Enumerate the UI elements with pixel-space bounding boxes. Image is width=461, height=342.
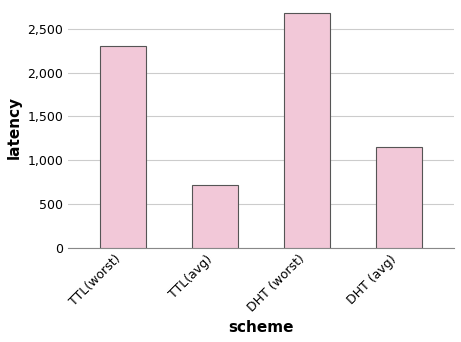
Y-axis label: latency: latency <box>7 96 22 159</box>
X-axis label: scheme: scheme <box>228 320 294 335</box>
Bar <box>192 185 238 248</box>
Bar <box>284 13 330 248</box>
Bar <box>376 147 422 248</box>
Bar <box>100 46 146 248</box>
